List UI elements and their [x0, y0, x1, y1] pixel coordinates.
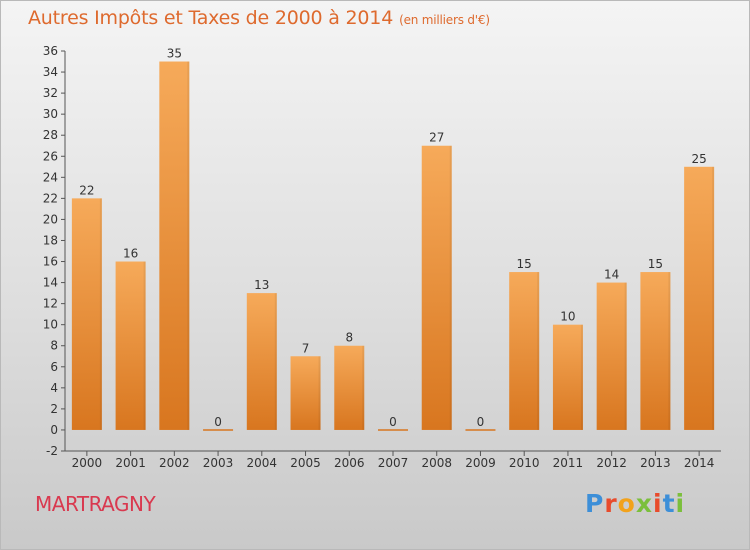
- x-tick-label: 2012: [596, 456, 627, 470]
- chart-title: Autres Impôts et Taxes de 2000 à 2014 (en…: [28, 7, 490, 29]
- logo-letter: x: [635, 489, 653, 518]
- y-tick-label: 24: [43, 170, 58, 184]
- x-tick-label: 2009: [465, 456, 496, 470]
- data-label: 22: [79, 183, 94, 197]
- y-tick-label: 36: [43, 44, 58, 58]
- bar-shade: [712, 166, 715, 430]
- x-tick-label: 2008: [421, 456, 452, 470]
- logo-letter: r: [604, 489, 618, 518]
- data-label: 27: [429, 131, 444, 145]
- y-tick-label: 4: [50, 381, 58, 395]
- x-tick-label: 2014: [684, 456, 715, 470]
- data-label: 0: [214, 415, 222, 429]
- unit-label: (en milliers d'€): [399, 13, 490, 27]
- y-tick-label: 34: [43, 65, 58, 79]
- y-tick-label: 32: [43, 86, 58, 100]
- bar: [509, 272, 540, 430]
- data-label: 35: [167, 47, 182, 61]
- y-tick-label: 30: [43, 107, 58, 121]
- bar-shade: [318, 356, 321, 430]
- data-label: 0: [477, 415, 485, 429]
- y-tick-label: 0: [50, 423, 58, 437]
- y-tick-label: 8: [50, 339, 58, 353]
- chart-title-text: Autres Impôts et Taxes de 2000 à 2014: [28, 7, 394, 29]
- x-tick-label: 2007: [378, 456, 409, 470]
- logo-letter: P: [585, 489, 605, 518]
- y-tick-label: 14: [43, 276, 58, 290]
- logo-letter: t: [662, 489, 676, 518]
- y-tick-label: 16: [43, 255, 58, 269]
- bar: [290, 356, 321, 430]
- logo-letter: o: [617, 489, 636, 518]
- x-tick-label: 2002: [159, 456, 190, 470]
- bar: [334, 345, 365, 430]
- x-tick-label: 2000: [72, 456, 103, 470]
- bar-shade: [624, 282, 627, 430]
- x-tick-label: 2001: [115, 456, 146, 470]
- bar: [552, 324, 583, 430]
- x-tick-label: 2010: [509, 456, 540, 470]
- data-label: 14: [604, 268, 619, 282]
- data-label: 16: [123, 247, 138, 261]
- logo-letter: i: [675, 489, 686, 518]
- bar: [159, 61, 190, 430]
- data-label: 13: [254, 278, 269, 292]
- bar-shade: [362, 345, 365, 430]
- bar-shade: [99, 198, 102, 430]
- x-tick-label: 2005: [290, 456, 321, 470]
- data-label: 8: [345, 331, 353, 345]
- y-tick-label: 10: [43, 318, 58, 332]
- logo-letter: i: [653, 489, 663, 518]
- x-tick-label: 2003: [203, 456, 234, 470]
- data-label: 7: [302, 341, 310, 355]
- y-tick-label: 22: [43, 191, 58, 205]
- bar-shade: [187, 61, 190, 430]
- bar: [246, 293, 277, 430]
- y-tick-label: 6: [50, 360, 58, 374]
- y-tick-label: 26: [43, 149, 58, 163]
- proxiti-logo[interactable]: Proxiti: [585, 489, 685, 518]
- bar-shade: [274, 293, 277, 430]
- x-tick-label: 2004: [247, 456, 278, 470]
- chart-labels: 22 2000 16 2001 35 2002 0 2003 13 2004 7 2005 8 2006 0…: [72, 47, 715, 470]
- bar-shade: [449, 145, 452, 430]
- y-tick-label: 20: [43, 212, 58, 226]
- y-tick-label: -2: [46, 444, 58, 458]
- bar: [684, 166, 715, 430]
- bar-shade: [143, 261, 146, 430]
- bar: [421, 145, 452, 430]
- y-tick-label: 2: [50, 402, 58, 416]
- data-label: 15: [517, 257, 532, 271]
- data-label: 10: [560, 310, 575, 324]
- city-name: MARTRAGNY: [35, 492, 156, 516]
- y-tick-label: 12: [43, 297, 58, 311]
- data-label: 25: [691, 152, 706, 166]
- data-label: 0: [389, 415, 397, 429]
- bar-shade: [668, 272, 671, 430]
- chart-bars: [71, 61, 715, 431]
- bar: [596, 282, 627, 430]
- bar-shade: [580, 324, 583, 430]
- x-tick-label: 2006: [334, 456, 365, 470]
- bar: [115, 261, 146, 430]
- y-tick-label: 28: [43, 128, 58, 142]
- bar: [640, 272, 671, 430]
- y-tick-label: 18: [43, 233, 58, 247]
- x-tick-label: 2013: [640, 456, 671, 470]
- x-tick-label: 2011: [553, 456, 584, 470]
- bar-shade: [537, 272, 540, 430]
- data-label: 15: [648, 257, 663, 271]
- bar: [71, 198, 102, 430]
